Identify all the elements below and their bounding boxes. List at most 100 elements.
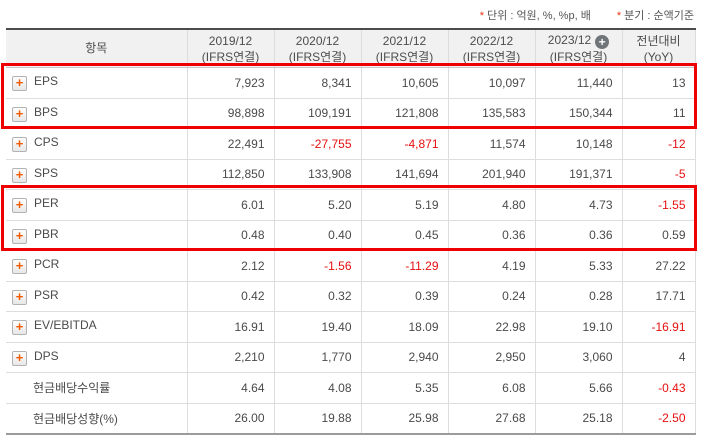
period-label: 2022/12 [469, 33, 514, 48]
table-row: + BPS 98,898 109,191 121,808 135,583 150,344 11 [6, 97, 695, 129]
yoy-label: 전년대비 [636, 33, 681, 48]
value-cell: 0.42 [186, 280, 274, 312]
yoy-cell: -12 [621, 128, 695, 159]
row-label-cell: + EPS [6, 67, 187, 98]
yoy-cell: 27.22 [621, 250, 695, 281]
value-cell: 150,344 [534, 97, 622, 129]
value-cell: 2,950 [447, 341, 535, 373]
value-cell: 4.08 [273, 372, 361, 403]
value-cell: 25.18 [534, 402, 622, 434]
value-cell: 19.10 [534, 311, 622, 342]
row-label: PCR [34, 257, 60, 272]
value-cell: 0.36 [447, 219, 535, 251]
table-row: + DPS 2,210 1,770 2,940 2,950 3,060 4 [6, 341, 695, 373]
row-label: PER [34, 196, 59, 211]
value-cell: -4,871 [360, 128, 448, 159]
row-expand-button[interactable]: + [12, 76, 27, 92]
table-row: + SPS 112,850 133,908 141,694 201,940 191,371-… [6, 158, 695, 190]
row-label-cell: + PSR [6, 280, 187, 312]
table-notes: * 단위 : 억원, %, %p, 배 * 분기 : 순액기준 [480, 7, 694, 23]
standard-label: (IFRS연결) [375, 49, 434, 64]
row-expand-button[interactable]: + [12, 289, 27, 305]
row-label-cell: + EV/EBITDA [6, 311, 187, 342]
col-header-2019: 2019/12 (IFRS연결) [186, 29, 274, 68]
add-column-icon[interactable]: + [595, 35, 610, 49]
financial-ratio-table: 항목 2019/12 (IFRS연결) 2020/12 (IFRS연결) 202… [6, 28, 696, 435]
value-cell: 27.68 [447, 402, 535, 434]
table-row: + PER 6.01 5.20 5.19 4.80 4.73 -1.55 [6, 189, 695, 220]
value-cell: 19.88 [273, 402, 361, 434]
period-label: 2019/12 [208, 33, 253, 48]
row-label-cell: + PCR [6, 250, 187, 281]
yoy-cell: 0.59 [621, 219, 695, 251]
value-cell: 5.19 [360, 189, 448, 220]
row-label-cell: + DPS [6, 341, 187, 373]
value-cell: 0.45 [360, 219, 448, 251]
value-cell: 5.20 [273, 189, 361, 220]
value-cell: 11,574 [447, 128, 535, 159]
value-cell: -27,755 [273, 128, 361, 159]
value-cell: 4.19 [447, 250, 535, 281]
row-label-cell: + CPS [6, 128, 187, 159]
row-expand-button[interactable]: + [12, 320, 27, 336]
standard-label: (IFRS연결) [549, 50, 608, 64]
row-label-cell: + SPS [6, 158, 187, 190]
row-label-cell: + PBR [6, 219, 187, 251]
yoy-cell: 17.71 [621, 280, 695, 312]
row-expand-button[interactable]: + [12, 350, 27, 366]
row-expand-button[interactable]: + [12, 259, 27, 275]
standard-label: (IFRS연결) [288, 49, 347, 64]
value-cell: 201,940 [447, 158, 535, 190]
value-cell: 191,371 [534, 158, 622, 190]
row-label: BPS [34, 104, 59, 119]
table-row: 현금배당수익률 4.64 4.08 5.35 6.08 5.66 -0.43 [6, 372, 695, 403]
value-cell: 0.40 [273, 219, 361, 251]
period-label: 2020/12 [295, 33, 340, 48]
table-row: + CPS 22,491 -27,755 -4,871 11,574 10,148 -12 [6, 128, 695, 159]
row-expand-button[interactable]: + [12, 198, 27, 214]
value-cell: 141,694 [360, 158, 448, 190]
yoy-sublabel: (YoY) [643, 49, 674, 64]
col-header-2022: 2022/12 (IFRS연결) [447, 29, 535, 68]
value-cell: 4.73 [534, 189, 622, 220]
value-cell: 6.01 [186, 189, 274, 220]
table-row: 현금배당성향(%) 26.00 19.88 25.98 27.68 25.18 -2.50 [6, 402, 695, 434]
row-label: EPS [34, 74, 59, 89]
col-header-yoy: 전년대비 (YoY) [621, 29, 695, 68]
row-label: DPS [34, 348, 59, 363]
value-cell: 11,440 [534, 67, 622, 98]
row-expand-button[interactable]: + [12, 167, 27, 183]
table-row: + PBR 0.48 0.40 0.45 0.36 0.36 0.59 [6, 219, 695, 251]
col-header-item: 항목 [6, 29, 187, 68]
value-cell: 2.12 [186, 250, 274, 281]
row-expand-button[interactable]: + [12, 137, 27, 153]
col-header-2023: 2023/12 + (IFRS연결) [534, 29, 622, 68]
value-cell: 112,850 [186, 158, 274, 190]
value-cell: 133,908 [273, 158, 361, 190]
value-cell: 0.32 [273, 280, 361, 312]
yoy-cell: 4 [621, 341, 695, 373]
row-expand-button[interactable]: + [12, 228, 27, 244]
row-label: EV/EBITDA [34, 318, 97, 333]
value-cell: 2,210 [186, 341, 274, 373]
value-cell: 22.98 [447, 311, 535, 342]
unit-note: * 단위 : 억원, %, %p, 배 [480, 7, 591, 23]
value-cell: 1,770 [273, 341, 361, 373]
value-cell: 109,191 [273, 97, 361, 129]
standard-label: (IFRS연결) [462, 49, 521, 64]
period-label: 2023/12 [547, 33, 592, 47]
row-expand-button[interactable]: + [12, 106, 27, 122]
basis-note-text: 분기 : 순액기준 [624, 10, 694, 22]
value-cell: 26.00 [186, 402, 274, 434]
row-label: 현금배당수익률 [33, 381, 111, 396]
row-label-cell: + BPS [6, 97, 187, 129]
value-cell: 5.33 [534, 250, 622, 281]
value-cell: 0.39 [360, 280, 448, 312]
table-row: + EV/EBITDA 16.91 19.40 18.09 22.98 19.10 -16.9… [6, 311, 695, 342]
value-cell: 0.36 [534, 219, 622, 251]
row-label: SPS [34, 165, 59, 180]
value-cell: 10,148 [534, 128, 622, 159]
value-cell: 7,923 [186, 67, 274, 98]
value-cell: 4.64 [186, 372, 274, 403]
value-cell: 22,491 [186, 128, 274, 159]
